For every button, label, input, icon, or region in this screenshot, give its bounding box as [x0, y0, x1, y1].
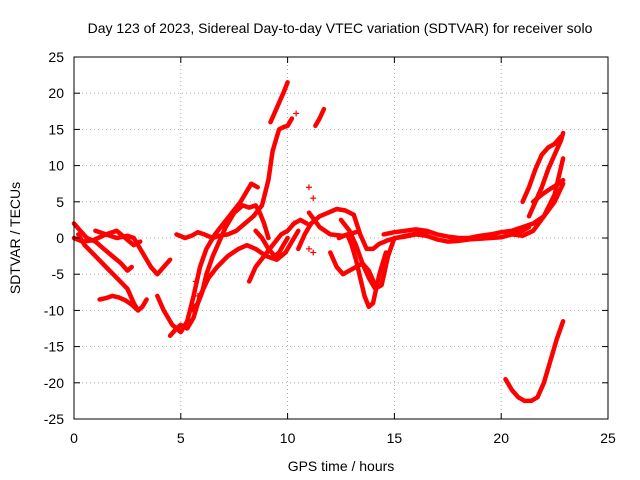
x-tick-label: 0: [70, 430, 78, 446]
x-tick-label: 20: [493, 430, 509, 446]
data-point-marker: [310, 195, 317, 202]
y-tick-label: -10: [44, 302, 64, 318]
series-track-18: [306, 210, 359, 239]
series-track-05: [93, 228, 173, 277]
series-track-08: [174, 116, 295, 241]
data-point-marker: [305, 245, 312, 252]
series-track-17: [328, 250, 378, 288]
series-track-21: [509, 156, 566, 239]
y-tick-label: 15: [48, 121, 64, 137]
data-point-marker: [310, 249, 317, 256]
series-track-04: [97, 293, 141, 313]
data-point-marker: [194, 292, 201, 299]
data-point-marker: [293, 110, 300, 117]
y-tick-label: 0: [56, 230, 64, 246]
x-axis-title: GPS time / hours: [288, 458, 395, 474]
tick-layer: 0 5 10 15 20 25 -25 -20 -15 -10 -5 0 5 10 15 20 25: [44, 49, 616, 446]
series-track-24: [530, 177, 566, 205]
data-point-marker: [192, 278, 199, 285]
series-track-13: [313, 106, 327, 129]
series-track-12: [268, 80, 290, 125]
y-tick-label: -20: [44, 375, 64, 391]
y-axis-title: SDTVAR / TECUs: [7, 182, 23, 294]
x-tick-label: 25: [600, 430, 616, 446]
chart-title: Day 123 of 2023, Sidereal Day-to-day VTE…: [88, 20, 593, 36]
y-tick-label: -5: [52, 266, 65, 282]
x-tick-label: 15: [387, 430, 403, 446]
series-track-01: [71, 221, 134, 273]
series-track-09: [189, 203, 271, 313]
y-tick-label: -15: [44, 339, 64, 355]
x-tick-label: 10: [280, 430, 296, 446]
series-track-25: [503, 319, 566, 404]
data-layer: [71, 80, 566, 404]
y-tick-label: 10: [48, 158, 64, 174]
y-tick-label: 20: [48, 85, 64, 101]
x-tick-label: 5: [177, 430, 185, 446]
y-tick-label: 5: [56, 194, 64, 210]
series-track-10: [253, 228, 290, 259]
series-track-07: [167, 228, 301, 338]
y-tick-label: 25: [48, 49, 64, 65]
y-tick-label: -25: [44, 411, 64, 427]
data-point-marker: [291, 220, 298, 227]
series-track-23: [520, 134, 564, 205]
series-track-03: [76, 232, 149, 313]
series-track-11: [246, 217, 310, 284]
data-point-marker: [305, 184, 312, 191]
series-track-16: [338, 217, 397, 291]
